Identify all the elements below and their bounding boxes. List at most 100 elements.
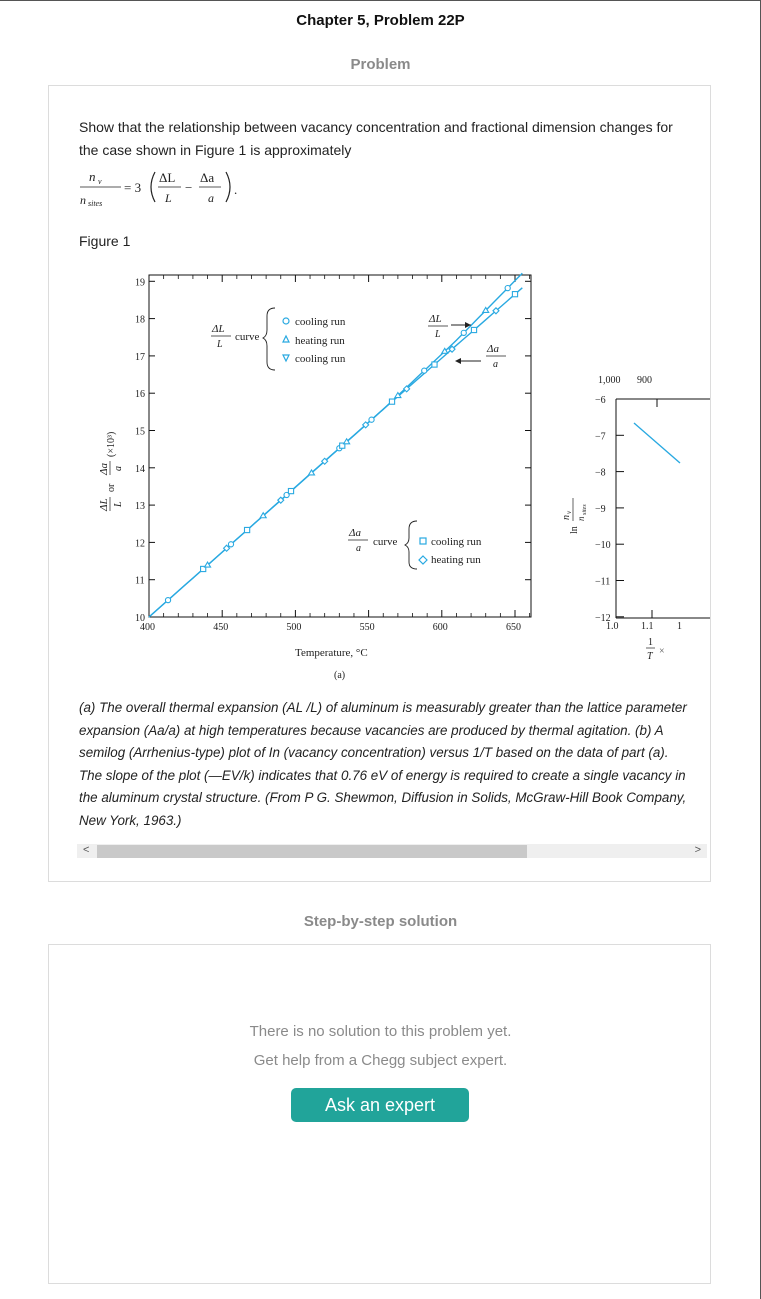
data-marker-circle [421,367,428,374]
data-marker-diamond [276,496,285,504]
legend1-frac-den: L [216,339,223,350]
panel-a-ytick-label: 10 [135,613,145,624]
panel-a-ylabel-f2-num: Δa [98,463,110,476]
panel-a-ylabel: ΔL L or Δa a (×10³) [98,432,124,512]
panel-a-xtick-label: 650 [506,622,521,633]
scroll-thumb[interactable] [97,845,527,858]
eq-lhs-den: n [80,193,86,207]
legend2-item-2: heating run [431,554,481,566]
chapter-title: Chapter 5, Problem 22P [296,12,465,29]
legend1-item-2: heating run [295,335,345,347]
panel-b-line-segment [633,422,681,464]
ask-an-expert-button[interactable]: Ask an expert [291,1088,469,1122]
data-marker-square [200,565,207,573]
panel-a-ylabel-or: or [106,483,117,492]
eq-coef: = 3 [124,180,141,195]
panel-b-ytick-label: −11 [595,577,610,588]
equation: n v n sites = 3 ΔL L − Δa a . [80,169,237,208]
eq-lhs-num: n [89,169,96,184]
data-marker-diamond [222,544,231,552]
panel-a-ytick-label: 13 [135,501,145,512]
legend1-circle-marker [282,317,290,325]
panel-b-ytick-label: −10 [595,540,611,551]
solution-section-title: Step-by-step solution [303,913,458,930]
eq-lhs-num-sub: v [98,177,102,186]
panel-a-xtick-label: 450 [213,622,228,633]
panel-b-top-tick-1: 1,000 [598,375,621,386]
panel-b-xlabel-den: T [647,651,654,662]
panel-a-xlabel: Temperature, °C [295,647,368,659]
data-marker-triangle [259,511,268,519]
panel-a-legend-dl: ΔL L curve cooling run heating run cooli… [211,307,346,371]
panel-a-xtick-label: 400 [140,622,155,633]
panel-a-xtick-label: 600 [433,622,448,633]
panel-b-ytick-label: −6 [595,395,606,406]
panel-a-ytick-label: 11 [135,576,145,587]
panel-b-chart: −6 −7 −8 −9 −10 −11 −12 1,000 900 1.0 1.1 1 ln… [561,375,710,662]
solution-panel: There is no solution to this problem yet… [48,944,711,1284]
panel-b-y-tick-labels: −6 −7 −8 −9 −10 −11 −12 [595,395,611,624]
data-marker-diamond [320,457,329,466]
data-marker-triangle [440,347,449,354]
legend2-word: curve [373,536,398,548]
panel-a-xtick-label: 550 [360,622,375,633]
eq-t2-den: a [208,191,214,205]
panel-a-series [148,272,523,618]
arrow2-num: Δa [486,343,499,355]
data-marker-diamond [361,421,370,429]
panel-b-ylabel: ln n v n sites [561,498,588,534]
legend1-triangle-down-marker [282,354,290,363]
panel-b-ytick-label: −12 [595,613,611,624]
arrow1-num: ΔL [428,313,442,325]
problem-section-title: Problem [350,56,411,73]
panel-b-x-tick-1: 1.0 [606,621,619,632]
legend1-frac-num: ΔL [211,323,225,335]
panel-a-sublabel: (a) [334,670,345,681]
data-marker-circle [460,329,467,336]
scroll-right-arrow[interactable]: > [694,844,701,856]
eq-lhs-den-sub: sites [88,199,102,208]
data-marker-triangle [342,437,351,445]
data-marker-diamond [402,385,411,393]
data-marker-square [243,526,251,534]
panel-b-x-tick-3: 1 [677,621,682,632]
data-marker-circle [164,596,172,604]
data-marker-square [388,398,396,405]
data-marker-diamond [448,345,456,353]
horizontal-scrollbar[interactable]: < > [77,844,707,858]
panel-a-legend-da: Δa a curve cooling run heating run [348,520,482,570]
scroll-left-arrow[interactable]: < [83,844,90,856]
panel-b-ytick-label: −8 [595,468,606,479]
legend2-frac-num: Δa [348,527,361,539]
panel-b-ytick-label: −7 [595,431,606,442]
arrow1-den: L [434,329,441,340]
data-marker-square [287,487,295,495]
panel-b-ylabel-ln: ln [569,526,580,534]
panel-b-ytick-label: −9 [595,504,606,515]
panel-a-ytick-label: 18 [135,315,145,326]
panel-a-ytick-label: 15 [135,427,145,438]
page-top-border [0,0,761,1]
panel-a-ytick-label: 17 [135,352,145,363]
data-marker-circle [368,416,375,423]
legend1-triangle-up-marker [282,334,290,343]
panel-a-markers [164,284,519,604]
panel-a-ylabel-f1-den: L [113,501,124,508]
panel-b-ylabel-num-sub: v [565,510,573,514]
legend1-item-1: cooling run [295,316,346,328]
panel-a-x-tick-labels: 400 450 500 550 600 650 [140,622,521,633]
panel-a-ylabel-f2-den: a [113,466,124,471]
no-solution-text: There is no solution to this problem yet… [249,1023,512,1040]
eq-t1-num: ΔL [159,170,175,185]
panel-a-ylabel-scale: (×10³) [106,432,117,457]
data-marker-triangle [481,306,490,314]
figure-caption: (a) The overall thermal expansion (AL /L… [79,700,687,828]
panel-a-ylabel-f1-num: ΔL [98,498,110,512]
panel-a-ytick-label: 12 [135,538,145,549]
panel-b-xlabel-tail: × [659,646,665,657]
eq-minus: − [185,180,192,195]
expert-help-text: Get help from a Chegg subject expert. [253,1052,508,1069]
eq-t2-num: Δa [200,170,214,185]
panel-b-ylabel-den: n [576,516,586,521]
